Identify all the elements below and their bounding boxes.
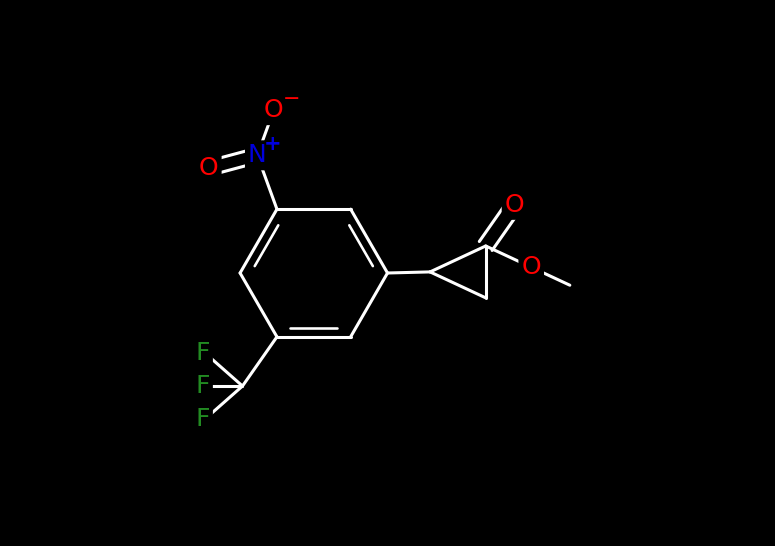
Text: O: O — [264, 98, 284, 122]
Text: F: F — [195, 374, 210, 398]
Text: N: N — [248, 143, 267, 167]
Text: O: O — [522, 255, 541, 279]
Text: O: O — [505, 193, 525, 217]
Text: F: F — [195, 341, 210, 365]
Text: −: − — [282, 89, 300, 109]
Text: +: + — [264, 134, 281, 155]
Text: O: O — [199, 156, 219, 180]
Text: F: F — [195, 407, 210, 431]
